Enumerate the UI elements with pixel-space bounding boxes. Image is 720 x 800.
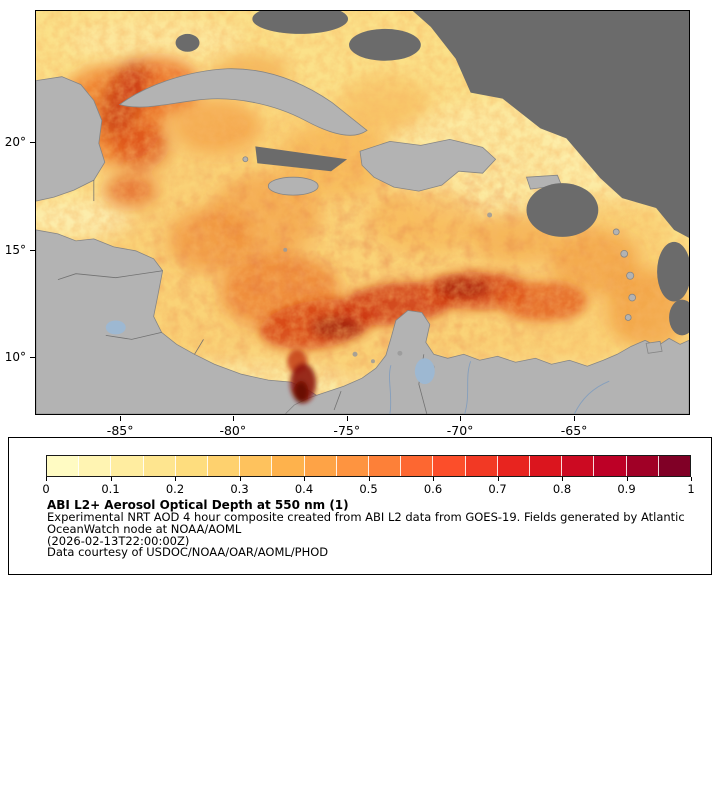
legend-text: ABI L2+ Aerosol Optical Depth at 550 nm … xyxy=(47,499,685,559)
x-axis-tick-mark xyxy=(120,416,122,421)
colorbar-segment xyxy=(272,456,305,476)
lake-maracaibo xyxy=(414,358,435,385)
yucatan-landmass xyxy=(36,76,106,202)
colorbar-tick-label: 0.8 xyxy=(552,482,572,496)
x-axis-tick-label: -70° xyxy=(446,423,474,438)
colorbar-segment xyxy=(401,456,434,476)
antilles-island xyxy=(626,271,635,280)
colorbar-segment xyxy=(594,456,627,476)
colorbar-tick-label: 0.6 xyxy=(423,482,443,496)
y-axis-tick-mark xyxy=(30,141,35,143)
colorbar-segment xyxy=(240,456,273,476)
y-axis-tick-label: 15° xyxy=(4,242,26,257)
colorbar-tick-label: 0 xyxy=(42,482,50,496)
colorbar-segment xyxy=(111,456,144,476)
colorbar-tick-mark xyxy=(175,477,176,481)
y-axis: 20° 15° 10° xyxy=(0,10,35,415)
colorbar-tick-label: 0.9 xyxy=(617,482,636,496)
colorbar-segment xyxy=(626,456,659,476)
y-axis-tick-label: 10° xyxy=(4,349,26,364)
antilles-island xyxy=(624,314,632,321)
colorbar-segment xyxy=(530,456,563,476)
colorbar-tick-mark xyxy=(562,477,563,481)
x-axis-tick-label: -65° xyxy=(560,423,588,438)
colorbar-segment xyxy=(47,456,80,476)
x-axis-tick-label: -85° xyxy=(106,423,134,438)
colorbar-tick-label: 1 xyxy=(687,482,695,496)
colorbar-segment xyxy=(304,456,337,476)
colorbar-segment xyxy=(336,456,370,476)
x-axis-tick-mark xyxy=(346,416,348,421)
hispaniola-landmass xyxy=(359,138,497,192)
antilles-island xyxy=(612,228,620,236)
cloud-specks-layer xyxy=(283,212,493,370)
colorbar-segment xyxy=(143,456,176,476)
x-axis-tick-mark xyxy=(460,416,462,421)
no-data-layer xyxy=(175,11,689,336)
colorbar-segment xyxy=(658,456,690,476)
colorbar-segment xyxy=(497,456,531,476)
colorbar-tick-label: 0.2 xyxy=(165,482,185,496)
colorbar-ticks: 0 0.1 0.2 0.3 0.4 0.5 0.6 0.7 0.8 0.9 1 xyxy=(42,477,695,496)
colorbar-tick-mark xyxy=(433,477,434,481)
x-axis-tick-label: -80° xyxy=(219,423,247,438)
legend-title: ABI L2+ Aerosol Optical Depth at 550 nm … xyxy=(47,498,349,512)
colorbar-segment xyxy=(433,456,466,476)
colorbar-segment xyxy=(369,456,402,476)
antilles-island xyxy=(620,250,628,258)
colorbar-tick-mark xyxy=(497,477,499,481)
cuba-landmass xyxy=(118,68,368,136)
colorbar-tick-label: 0.5 xyxy=(359,482,378,496)
colorbar-segment xyxy=(175,456,209,476)
colorbar-segment xyxy=(79,456,112,476)
x-axis-tick-mark xyxy=(232,416,234,421)
colorbar-segment xyxy=(562,456,595,476)
lakes-layer xyxy=(105,320,435,385)
y-axis-tick-mark xyxy=(30,249,35,251)
rivers-layer xyxy=(389,361,610,414)
x-axis-tick-label: -75° xyxy=(333,423,361,438)
colorbar-tick-label: 0.3 xyxy=(230,482,249,496)
colorbar-tick-mark xyxy=(368,477,370,481)
colorbar-segments xyxy=(46,455,691,477)
legend-description-line: Experimental NRT AOD 4 hour composite cr… xyxy=(47,510,685,524)
lake-nicaragua xyxy=(105,320,126,335)
colorbar-tick-label: 0.7 xyxy=(488,482,507,496)
colorbar-segment xyxy=(465,456,498,476)
land-layer xyxy=(36,68,689,414)
high-aod-spot xyxy=(287,349,317,404)
colorbar-tick-mark xyxy=(691,477,692,481)
map-svg xyxy=(36,11,689,414)
legend-description-line: OceanWatch node at NOAA/AOML xyxy=(47,521,242,536)
antilles-island xyxy=(628,293,636,302)
y-axis-tick-label: 20° xyxy=(4,134,26,149)
colorbar-tick-mark xyxy=(626,477,628,481)
map-canvas xyxy=(35,10,690,415)
colorbar-tick-mark xyxy=(46,477,47,481)
trinidad-island xyxy=(645,340,663,354)
legend-timestamp: (2026-02-13T22:00:00Z) xyxy=(47,533,190,548)
cayman-island xyxy=(242,156,249,163)
x-axis-tick-mark xyxy=(574,416,576,421)
legend-courtesy: Data courtesy of USDOC/NOAA/OAR/AOML/PHO… xyxy=(47,545,329,560)
colorbar-tick-mark xyxy=(304,477,305,481)
jamaica-landmass xyxy=(267,176,319,196)
x-axis: -85° -80° -75° -70° -65° xyxy=(35,416,690,442)
y-axis-tick-mark xyxy=(30,356,35,358)
colorbar-tick-mark xyxy=(239,477,241,481)
colorbar-segment xyxy=(208,456,241,476)
colorbar-tick-label: 0.4 xyxy=(294,482,314,496)
colorbar-tick-label: 0.1 xyxy=(101,482,120,496)
colorbar-tick-mark xyxy=(110,477,112,481)
legend-box: 0 0.1 0.2 0.3 0.4 0.5 0.6 0.7 0.8 0.9 1 ABI L2+ Ae… xyxy=(8,437,712,575)
